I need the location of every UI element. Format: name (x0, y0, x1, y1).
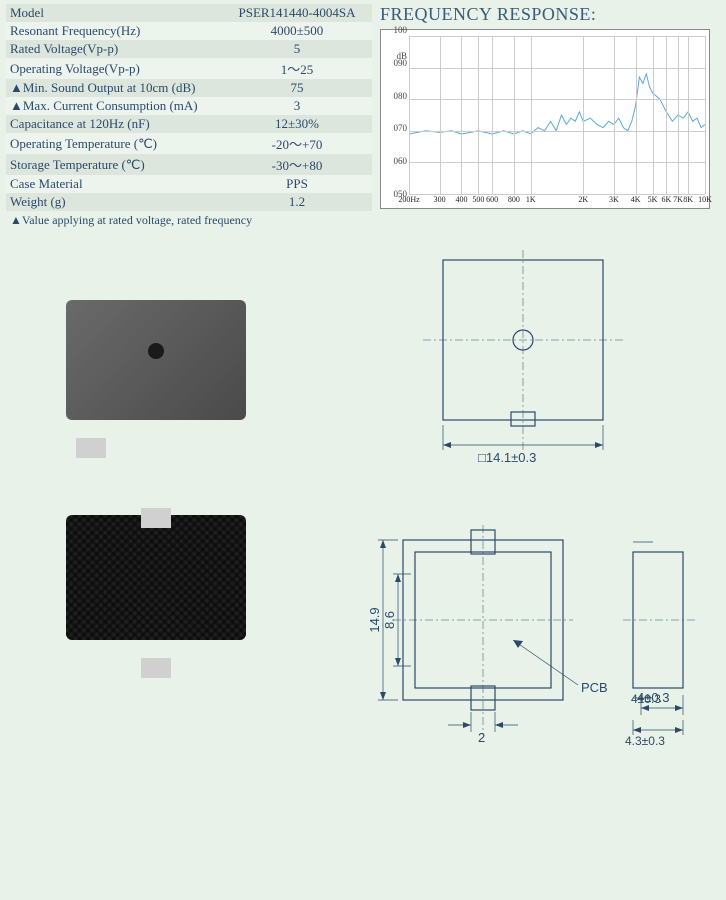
spec-label: ▲Max. Current Consumption (mA) (6, 97, 222, 115)
y-tick-label: 100 (383, 25, 407, 35)
x-tick-label: 800 (508, 195, 520, 204)
svg-text:8.6: 8.6 (382, 611, 397, 629)
spec-value: 4000±500 (222, 22, 372, 40)
spec-value: PSER141440-4004SA (222, 4, 372, 22)
spec-value: PPS (222, 175, 372, 193)
spec-row: Operating Temperature (℃)-20～+70 (6, 133, 372, 154)
spec-row: Weight (g)1.2 (6, 193, 372, 211)
svg-text:□14.1±0.3: □14.1±0.3 (478, 450, 536, 465)
chart-title: FREQUENCY RESPONSE: (380, 4, 720, 29)
x-tick-label: 500 (472, 195, 484, 204)
spec-label: Weight (g) (6, 193, 222, 211)
spec-value: -20～+70 (222, 133, 372, 154)
spec-row: ▲Min. Sound Output at 10cm (dB)75 (6, 79, 372, 97)
product-photo-top (46, 270, 266, 450)
product-photo-bottom (46, 490, 266, 670)
spec-row: Rated Voltage(Vp-p)5 (6, 40, 372, 58)
x-tick-label: 300 (434, 195, 446, 204)
spec-row: ▲Max. Current Consumption (mA)3 (6, 97, 372, 115)
x-tick-label: 4K (631, 195, 641, 204)
spec-label: Operating Voltage(Vp-p) (6, 58, 222, 79)
y-tick-label: 080 (383, 91, 407, 101)
svg-text:2: 2 (478, 730, 485, 745)
x-tick-label: 2K (578, 195, 588, 204)
spec-label: Case Material (6, 175, 222, 193)
spec-row: ModelPSER141440-4004SA (6, 4, 372, 22)
x-tick-label: 7K (673, 195, 683, 204)
svg-text:4.3±0.3: 4.3±0.3 (625, 734, 665, 748)
spec-label: Storage Temperature (℃) (6, 154, 222, 175)
spec-row: Case MaterialPPS (6, 175, 372, 193)
spec-row: Operating Voltage(Vp-p)1～25 (6, 58, 372, 79)
svg-text:4±0.3: 4±0.3 (631, 692, 661, 706)
x-tick-label: 8K (683, 195, 693, 204)
spec-label: Model (6, 4, 222, 22)
x-tick-label: 1K (526, 195, 536, 204)
x-tick-label: 600 (486, 195, 498, 204)
spec-value: 12±30% (222, 115, 372, 133)
svg-text:14.9: 14.9 (367, 607, 382, 632)
spec-value: 5 (222, 40, 372, 58)
y-axis-unit: dB (383, 51, 407, 61)
x-tick-label: 3K (609, 195, 619, 204)
spec-row: Resonant Frequency(Hz)4000±500 (6, 22, 372, 40)
spec-label: Capacitance at 120Hz (nF) (6, 115, 222, 133)
spec-label: Rated Voltage(Vp-p) (6, 40, 222, 58)
spec-row: Capacitance at 120Hz (nF)12±30% (6, 115, 372, 133)
drawing-top-view: □14.1±0.3 (393, 250, 653, 480)
drawing-bottom-view: 14.9 8.6 2 PCB (333, 520, 713, 760)
x-tick-label: 5K (648, 195, 658, 204)
spec-value: -30～+80 (222, 154, 372, 175)
y-tick-label: 060 (383, 156, 407, 166)
x-tick-label: 6K (661, 195, 671, 204)
x-tick-label: 10K (698, 195, 712, 204)
spec-value: 3 (222, 97, 372, 115)
spec-value: 75 (222, 79, 372, 97)
spec-label: Operating Temperature (℃) (6, 133, 222, 154)
spec-table: ModelPSER141440-4004SAResonant Frequency… (6, 4, 372, 211)
x-tick-label: 200Hz (398, 195, 419, 204)
spec-value: 1～25 (222, 58, 372, 79)
svg-text:PCB: PCB (581, 680, 608, 695)
spec-label: ▲Min. Sound Output at 10cm (dB) (6, 79, 222, 97)
spec-footnote: ▲Value applying at rated voltage, rated … (6, 211, 372, 230)
spec-row: Storage Temperature (℃)-30～+80 (6, 154, 372, 175)
y-tick-label: 070 (383, 123, 407, 133)
frequency-response-chart: 050060070080090100dB 200Hz30040050060080… (380, 29, 710, 209)
x-tick-label: 400 (455, 195, 467, 204)
spec-label: Resonant Frequency(Hz) (6, 22, 222, 40)
spec-value: 1.2 (222, 193, 372, 211)
response-curve (409, 74, 705, 134)
